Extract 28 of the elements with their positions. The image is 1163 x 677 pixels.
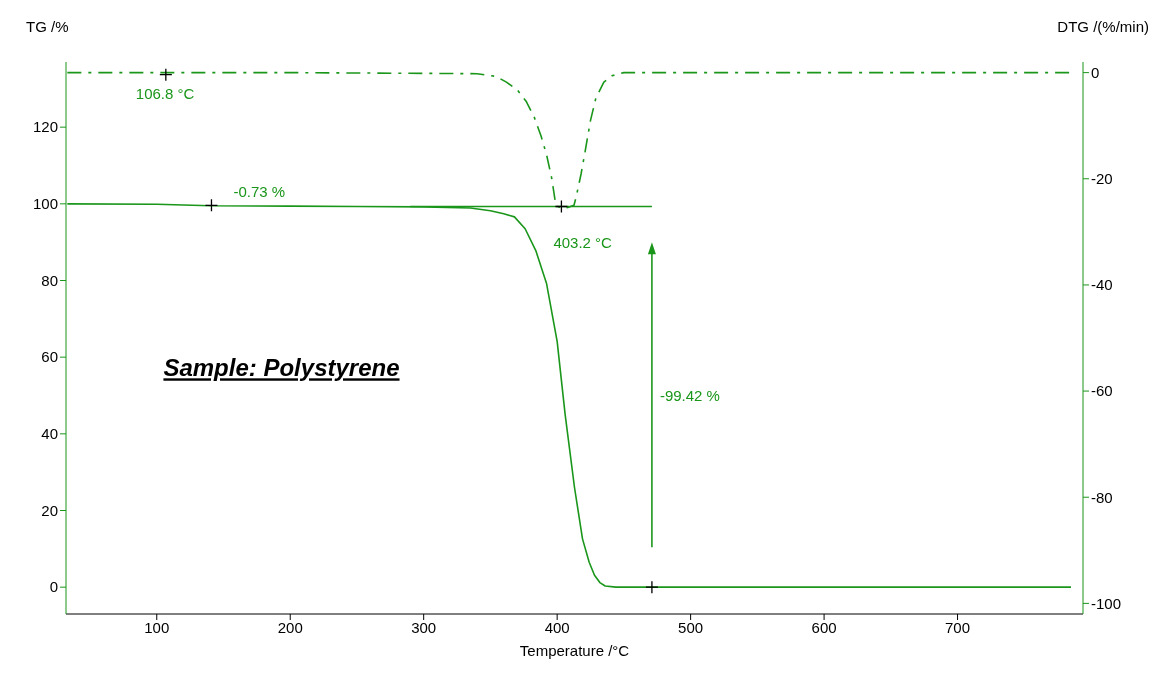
y2-tick-label: -20	[1091, 170, 1113, 188]
annotation: -99.42 %	[659, 387, 720, 405]
y2-axis-title: DTG /(%/min)	[1057, 18, 1149, 35]
y-tick-label: 0	[49, 578, 58, 596]
y2-tick-label: 0	[1091, 63, 1100, 81]
y2-tick-label: -40	[1091, 276, 1113, 294]
x-tick-label: 600	[811, 618, 837, 636]
y-axis-title: TG /%	[26, 18, 69, 35]
annotation: 403.2 °C	[553, 234, 613, 252]
annotation: -0.73 %	[233, 183, 286, 201]
x-tick-label: 500	[678, 618, 704, 636]
x-axis-title: Temperature /°C	[519, 642, 630, 659]
y-tick-label: 80	[41, 271, 58, 289]
x-tick-label: 300	[411, 618, 437, 636]
annotation: 106.8 °C	[135, 84, 195, 102]
y2-tick-label: -80	[1091, 488, 1113, 506]
y2-tick-label: -100	[1091, 594, 1122, 612]
x-tick-label: 100	[144, 618, 170, 636]
x-tick-label: 700	[945, 618, 971, 636]
y-tick-label: 40	[41, 425, 58, 443]
annotation: Sample: Polystyrene	[163, 354, 400, 382]
y-tick-label: 100	[32, 195, 58, 213]
x-tick-label: 400	[544, 618, 570, 636]
y-tick-label: 20	[41, 501, 58, 519]
y2-tick-label: -60	[1091, 382, 1113, 400]
y-tick-label: 120	[32, 118, 58, 136]
y-tick-label: 60	[41, 348, 58, 366]
x-tick-label: 200	[277, 618, 303, 636]
